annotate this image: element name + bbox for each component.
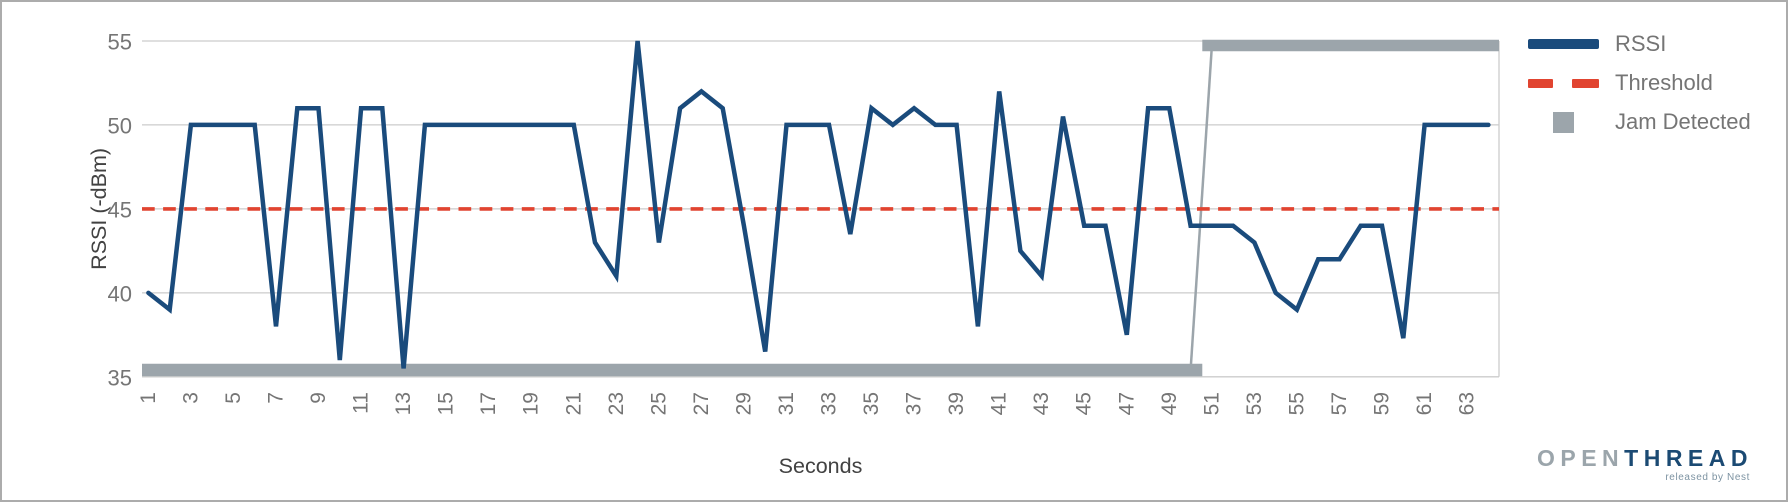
y-axis-title: RSSI (-dBm) [87,148,111,270]
chart-legend: RSSI Threshold Jam Detected [1528,31,1751,149]
x-tick-label: 27 [690,392,713,415]
x-tick-label: 47 [1115,392,1138,415]
logo-thread-text: THREAD [1624,445,1753,471]
legend-item-rssi: RSSI [1528,31,1751,56]
threshold-dash-swatch [1528,71,1599,95]
x-tick-label: 11 [350,392,373,414]
y-tick-label: 55 [108,30,132,55]
legend-item-jam-detected: Jam Detected [1528,109,1751,134]
x-tick-label: 15 [435,392,458,415]
legend-label-rssi: RSSI [1615,31,1667,56]
x-tick-label: 63 [1456,392,1479,415]
y-tick-label: 35 [108,365,132,390]
openthread-logo: OPENTHREAD released by Nest [1537,447,1753,483]
x-tick-label: 25 [647,392,670,415]
x-axis-title: Seconds [779,454,863,478]
y-tick-label: 40 [108,281,132,306]
x-tick-label: 45 [1073,392,1096,415]
x-tick-label: 19 [520,392,543,415]
logo-tagline: released by Nest [1665,472,1750,483]
x-tick-label: 31 [775,392,798,415]
x-tick-label: 13 [392,392,415,415]
x-tick-label: 5 [222,392,245,404]
rssi-line-swatch [1528,32,1599,56]
x-tick-label: 35 [860,392,883,415]
logo-open-text: OPEN [1536,445,1625,471]
rssi-line [146,40,1491,369]
x-tick-label: 3 [179,392,202,404]
x-tick-label: 59 [1371,392,1394,415]
x-tick-label: 1 [137,392,160,404]
x-tick-label: 33 [818,392,841,415]
legend-label-threshold: Threshold [1615,70,1713,95]
x-tick-label: 43 [1030,392,1053,415]
x-tick-label: 49 [1158,392,1181,415]
openthread-logo-wordmark: OPENTHREAD [1537,447,1753,470]
x-tick-label: 61 [1413,392,1436,415]
x-tick-label: 23 [605,392,628,415]
y-tick-label: 50 [108,113,132,138]
x-tick-label: 51 [1200,392,1223,415]
y-tick-label: 45 [108,197,132,222]
x-tick-label: 57 [1328,392,1351,415]
jam-square-swatch [1528,110,1599,134]
x-tick-label: 53 [1243,392,1266,415]
x-tick-label: 9 [307,392,330,404]
x-tick-label: 7 [265,392,288,404]
legend-item-threshold: Threshold [1528,70,1751,95]
x-tick-label: 37 [903,392,926,415]
x-tick-label: 21 [562,392,585,415]
legend-label-jam-detected: Jam Detected [1615,109,1751,134]
x-tick-label: 39 [945,392,968,415]
x-tick-label: 41 [988,392,1011,415]
x-tick-label: 17 [477,392,500,415]
x-tick-label: 29 [732,392,755,415]
x-tick-label: 55 [1285,392,1308,415]
